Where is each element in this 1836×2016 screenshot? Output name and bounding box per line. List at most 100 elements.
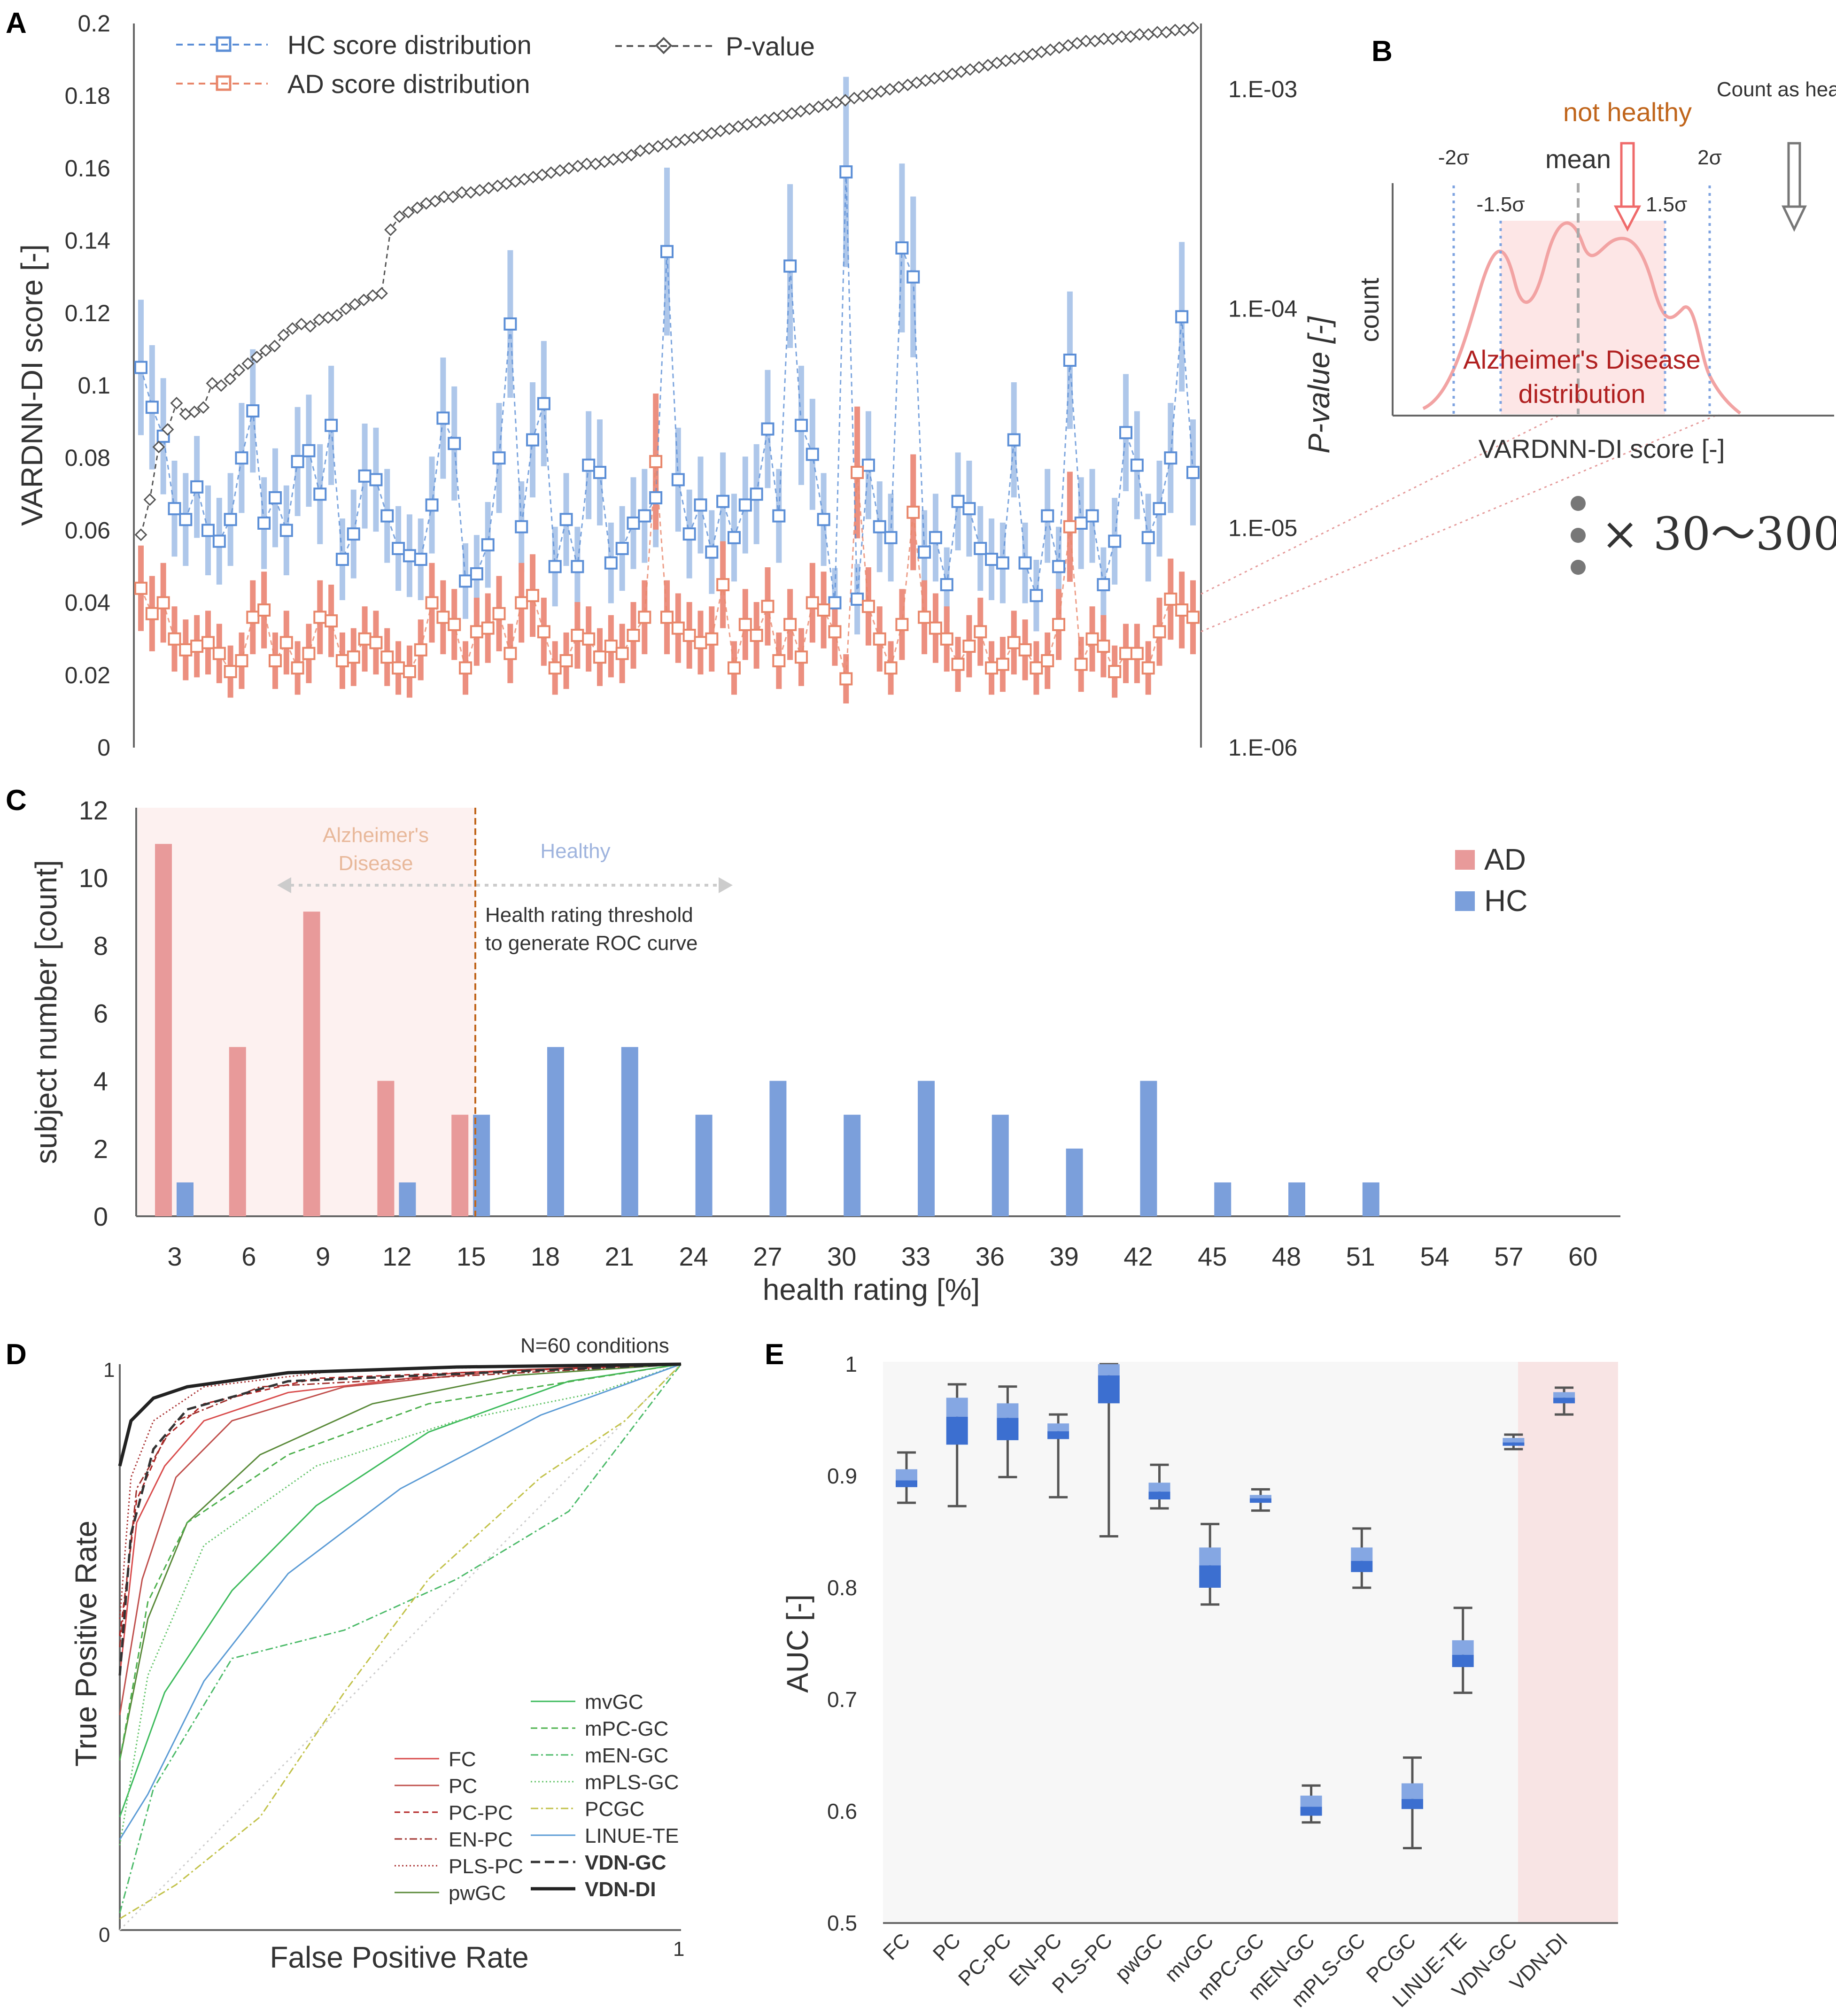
a-ad-point: [694, 636, 707, 649]
a-y-tick-0: 0: [97, 734, 110, 761]
c-bar-ad-12: [377, 1081, 395, 1216]
a-hc-point: [985, 553, 999, 566]
d-roc-curve-pwgc: [119, 1363, 682, 1761]
b-count-as-healthy-line: Count as healthy: [1717, 78, 1836, 101]
a-hc-point: [190, 480, 204, 494]
a-ad-point: [582, 632, 596, 646]
a-pvalue-point: [919, 74, 932, 87]
c-x-tick-39: 39: [1049, 1242, 1078, 1271]
a-hc-point: [257, 516, 271, 530]
c-x-tick-30: 30: [827, 1242, 856, 1271]
a-pvalue-point: [589, 157, 602, 170]
a-hc-point: [459, 574, 473, 588]
a-pvalue-point: [981, 59, 994, 72]
a-pvalue-point: [224, 372, 237, 386]
a-ad-point: [179, 643, 193, 657]
a-ad-point: [1130, 647, 1144, 660]
c-x-tick-27: 27: [753, 1242, 782, 1271]
a-hc-point: [403, 549, 416, 563]
c-range-arrow-right: [719, 877, 733, 893]
e-box-upper-mvgc: [1199, 1547, 1221, 1566]
c-x-tick-12: 12: [382, 1242, 411, 1271]
a-pvalue-point: [696, 129, 709, 142]
a-hc-point: [682, 527, 696, 541]
a-ad-point: [861, 600, 875, 613]
a-pvalue-point: [1035, 46, 1048, 59]
a-pvalue-point: [322, 311, 335, 324]
a-hc-point: [1052, 560, 1066, 573]
a-pvalue-point: [215, 379, 228, 392]
a-pvalue-point: [179, 408, 192, 421]
panel-label-b: B: [1371, 35, 1393, 68]
a-hc-point: [649, 491, 663, 505]
a-hc-point: [168, 502, 181, 516]
a-ad-point: [325, 614, 338, 628]
a-ad-point: [481, 621, 495, 635]
a-pvalue-point: [464, 186, 477, 199]
c-healthy-label: Healthy: [540, 840, 610, 863]
a-pvalue-point: [669, 135, 682, 148]
a-pvalue-point: [937, 70, 950, 83]
d-roc-curve-linue-te: [119, 1363, 682, 1840]
a-hc-point: [951, 494, 965, 508]
panel-b-schematic: -2σ -1.5σ mean 1.5σ 2σ not healthy Count…: [1355, 78, 1836, 575]
a-pvalue-point: [750, 116, 763, 129]
b-ellipsis-dot-2: [1571, 528, 1586, 543]
a-y2-tick-0: 1.E-06: [1228, 734, 1297, 761]
a-pvalue-point: [250, 350, 263, 363]
a-pvalue-point: [304, 320, 317, 333]
a-ad-point: [974, 625, 987, 639]
e-box-lower-pwgc: [1148, 1491, 1170, 1499]
c-ad-region-line-2: Disease: [339, 852, 413, 875]
a-pvalue-point: [705, 127, 718, 140]
a-hc-point: [716, 494, 730, 508]
d-legend-label-pls-pc: PLS-PC: [449, 1855, 523, 1878]
a-hc-point: [291, 455, 304, 468]
a-pvalue-point: [446, 190, 459, 203]
a-hc-point: [727, 531, 741, 544]
c-x-tick-33: 33: [901, 1242, 930, 1271]
b-label-mean: mean: [1545, 144, 1611, 174]
a-hc-point: [615, 541, 629, 555]
a-hc-point: [1007, 433, 1021, 447]
a-pvalue-point: [384, 223, 397, 236]
a-hc-point: [369, 473, 383, 487]
a-pvalue-point: [972, 61, 985, 74]
a-pvalue-point: [678, 133, 691, 147]
a-pvalue-point: [866, 87, 879, 100]
a-pvalue-point: [1124, 30, 1137, 43]
a-hc-point: [335, 553, 349, 566]
a-pvalue-point: [134, 528, 147, 541]
panel-a-y-label: VARDNN-DI score [-]: [15, 244, 49, 526]
a-pvalue-point: [616, 151, 629, 164]
a-y-tick-0.2: 0.2: [77, 10, 110, 37]
a-ad-point: [257, 603, 271, 617]
a-hc-point: [694, 498, 707, 512]
e-y-tick-0.9: 0.9: [827, 1464, 857, 1488]
a-hc-point: [235, 451, 248, 465]
d-roc-curve-vdn-gc: [118, 1363, 682, 1676]
a-hc-point: [1175, 310, 1189, 324]
d-roc-curve-pc: [119, 1363, 682, 1715]
d-roc-curve-mpls-gc: [119, 1363, 682, 1846]
e-y-tick-0.6: 0.6: [827, 1799, 857, 1823]
e-box-upper-pwgc: [1148, 1483, 1170, 1492]
a-ad-point: [459, 661, 473, 675]
a-ad-point: [1052, 618, 1066, 631]
a-ad-point: [750, 628, 763, 642]
a-hc-point: [448, 437, 461, 450]
a-ad-point: [1063, 520, 1077, 533]
c-x-tick-54: 54: [1420, 1242, 1449, 1271]
a-ad-point: [817, 603, 830, 617]
d-tick-y1: 1: [103, 1359, 115, 1382]
a-hc-point: [794, 418, 808, 432]
e-box-upper-vdn-di: [1553, 1392, 1575, 1398]
a-ad-point: [504, 647, 517, 660]
a-pvalue-point: [509, 175, 522, 188]
a-hc-point: [929, 531, 942, 544]
a-ad-point: [313, 610, 327, 624]
a-ad-point: [884, 661, 898, 675]
a-ad-point: [145, 607, 159, 620]
e-box-lower-linue-te: [1452, 1654, 1474, 1667]
a-ad-point: [515, 596, 528, 610]
